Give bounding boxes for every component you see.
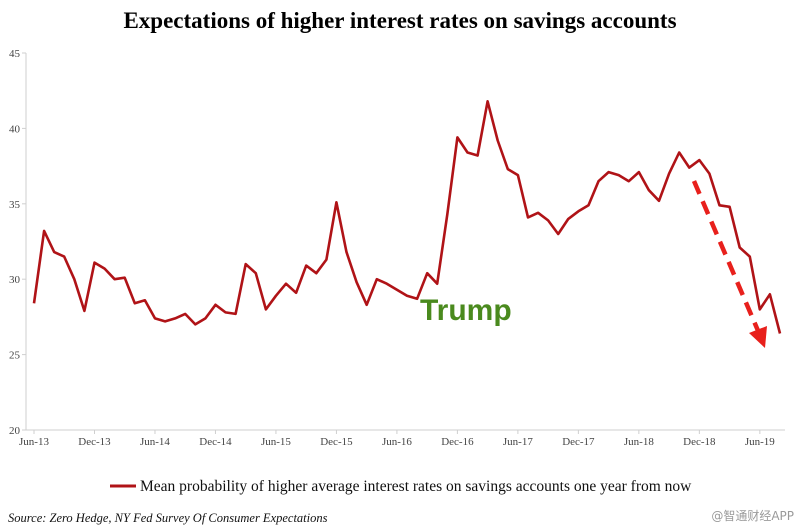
line-chart: 202530354045 Jun-13 Dec-13 Jun-14 Dec-14 Jun… [0, 0, 800, 530]
y-tick-label: 25 [9, 350, 21, 362]
x-tick-label: Jun-16 [382, 436, 412, 448]
y-tick-label: 35 [9, 199, 21, 211]
series-group [34, 101, 780, 333]
x-tick-label: Jun-15 [261, 436, 291, 448]
x-tick-label: Dec-16 [441, 436, 474, 448]
y-tick-label: 40 [9, 123, 21, 135]
source-note: Source: Zero Hedge, NY Fed Survey Of Con… [8, 511, 328, 526]
x-tick-label: Jun-19 [745, 436, 775, 448]
legend: Mean probability of higher average inter… [110, 478, 692, 495]
y-tick-label: 30 [9, 274, 21, 286]
x-tick-label: Dec-14 [199, 436, 232, 448]
series-line [34, 101, 780, 333]
x-tick-label: Dec-17 [562, 436, 595, 448]
annotations: Trump [420, 181, 767, 348]
watermark: @智通财经APP [711, 507, 794, 524]
trump-annotation: Trump [420, 294, 512, 327]
y-tick-label: 45 [9, 48, 21, 60]
x-tick-label: Dec-13 [78, 436, 111, 448]
legend-label: Mean probability of higher average inter… [140, 478, 692, 495]
x-tick-label: Jun-13 [19, 436, 49, 448]
x-tick-label: Dec-18 [683, 436, 716, 448]
x-tick-label: Jun-14 [140, 436, 170, 448]
x-tick-label: Dec-15 [320, 436, 353, 448]
x-axis-ticks: Jun-13 Dec-13 Jun-14 Dec-14 Jun-15 Dec-15 Jun-… [19, 430, 775, 448]
x-tick-label: Jun-18 [624, 436, 654, 448]
x-tick-label: Jun-17 [503, 436, 533, 448]
